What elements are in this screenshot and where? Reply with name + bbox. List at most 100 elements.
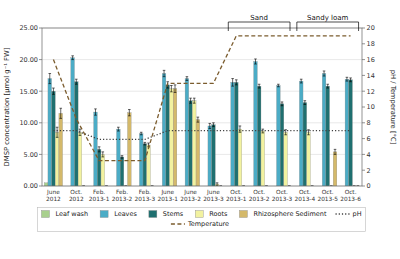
grid-line xyxy=(42,91,362,92)
category-label-line: Oct. xyxy=(276,189,288,195)
bar xyxy=(74,82,78,186)
legend-label: Temperature xyxy=(187,220,229,228)
category-label: Oct.2013-2 xyxy=(249,189,270,202)
legend: Leaf washLeavesStemsRootsRhizosphere Sed… xyxy=(37,207,365,231)
tick-mark xyxy=(362,138,365,139)
tick-mark xyxy=(362,75,365,76)
category-label-line: 2013-3 xyxy=(135,196,156,202)
error-bar xyxy=(128,110,131,116)
error-bar xyxy=(186,77,189,81)
tick-label: 25.00 xyxy=(19,24,38,32)
bar xyxy=(139,134,143,186)
bar xyxy=(185,79,189,186)
tick-mark xyxy=(39,186,42,187)
marks xyxy=(44,36,359,186)
legend-swatch xyxy=(149,211,157,218)
annotation: Sand xyxy=(250,14,268,22)
error-bar xyxy=(59,108,62,118)
bar xyxy=(101,154,105,186)
legend-swatch xyxy=(41,211,49,218)
error-bar xyxy=(235,80,238,85)
bar xyxy=(231,82,235,186)
tick-label: 8 xyxy=(367,119,371,127)
category-label: June2013-2 xyxy=(180,189,201,202)
bar xyxy=(192,101,196,186)
category-label: Feb.2013-3 xyxy=(135,189,156,202)
legend-item: Leaves xyxy=(100,210,137,218)
error-bar xyxy=(98,147,101,152)
bar xyxy=(196,120,200,186)
error-bar xyxy=(281,102,284,106)
legend-swatch xyxy=(239,211,247,218)
category-label-line: Oct. xyxy=(253,189,265,195)
bar xyxy=(94,112,98,186)
error-bar xyxy=(52,88,55,94)
legend-item: Rhizosphere Sediment xyxy=(239,210,327,218)
category-label-line: Oct. xyxy=(230,189,242,195)
category-label-line: Oct. xyxy=(345,189,357,195)
tick-mark xyxy=(362,170,365,171)
error-bar xyxy=(323,71,326,76)
legend-label: Roots xyxy=(209,210,228,218)
tick-label: 14 xyxy=(367,72,375,80)
error-bar xyxy=(346,77,349,81)
tick-mark xyxy=(39,91,42,92)
error-bar xyxy=(75,79,78,84)
bar xyxy=(257,86,261,186)
category-label: Oct.2013-4 xyxy=(295,189,316,202)
error-bar xyxy=(56,127,59,137)
tick-label: 20.00 xyxy=(19,56,38,64)
tick-label: 2 xyxy=(367,167,371,175)
error-bar xyxy=(258,84,261,88)
bar xyxy=(170,89,174,186)
bar xyxy=(238,129,242,186)
bar xyxy=(299,81,303,186)
bar xyxy=(345,79,349,186)
legend-label: Leaves xyxy=(114,210,137,218)
tick-mark xyxy=(362,186,365,187)
category-label-line: 2013-2 xyxy=(249,196,270,202)
error-bar xyxy=(231,79,234,87)
error-bar xyxy=(254,59,257,64)
category-label: June2012 xyxy=(46,189,61,202)
plot-frame xyxy=(42,28,362,186)
category-label: June2013-1 xyxy=(157,189,178,202)
category-label-line: Oct. xyxy=(299,189,311,195)
category-label: Oct.2013-5 xyxy=(317,189,338,202)
category-label: Oct.2012 xyxy=(69,189,84,202)
bar xyxy=(143,144,147,186)
category-label-line: Feb. xyxy=(93,189,105,195)
category-label-line: Oct. xyxy=(322,189,334,195)
tick-label: 18 xyxy=(367,40,375,48)
bar xyxy=(322,74,326,186)
error-bar xyxy=(212,123,215,127)
error-bar xyxy=(300,79,303,83)
category-label-line: 2013-1 xyxy=(226,196,247,202)
legend-item: Stems xyxy=(149,210,184,218)
bar xyxy=(212,125,216,186)
error-bar xyxy=(94,109,97,115)
grid-line xyxy=(42,154,362,155)
bar xyxy=(303,103,307,186)
bar xyxy=(234,82,238,186)
tick-mark xyxy=(39,28,42,29)
tick-mark xyxy=(362,59,365,60)
bar xyxy=(127,113,131,186)
legend-swatch xyxy=(336,213,350,214)
category-label: Feb.2013-1 xyxy=(89,189,110,202)
line xyxy=(53,36,350,161)
error-bar xyxy=(197,117,200,122)
category-label-line: 2012 xyxy=(46,196,61,202)
legend-label: pH xyxy=(353,210,362,218)
line xyxy=(53,131,350,140)
tick-label: 12 xyxy=(367,88,375,96)
bar xyxy=(52,91,56,186)
legend-item: pH xyxy=(336,210,362,218)
bar xyxy=(147,145,151,186)
bar xyxy=(254,61,258,186)
error-bar xyxy=(277,84,280,87)
category-label-line: 2013-4 xyxy=(295,196,316,202)
legend-label: Rhizosphere Sediment xyxy=(253,210,327,218)
error-bar xyxy=(117,127,120,131)
bar xyxy=(349,80,353,186)
